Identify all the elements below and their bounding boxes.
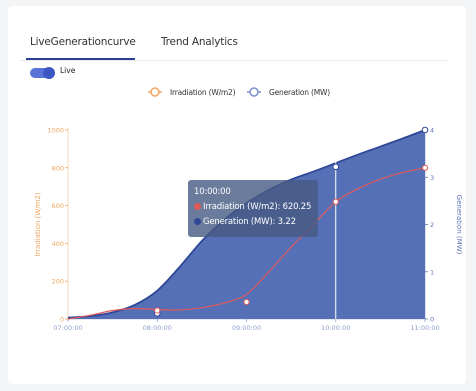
x-axis-tick-label: 08:00:00 xyxy=(143,324,172,332)
tooltip-irradiation-dot xyxy=(194,203,201,210)
tab-trend-analytics[interactable]: Trend Analytics xyxy=(161,36,238,48)
legend-marker-generation-mw xyxy=(249,87,259,97)
tab-bar: LiveGenerationcurve Trend Analytics xyxy=(20,30,448,61)
left-axis-tick-label: 600 xyxy=(52,202,64,210)
chart-tooltip: 10:00:00 Irradiation (W/m2): 620.25 Gene… xyxy=(188,180,318,237)
tooltip-time: 10:00:00 xyxy=(194,187,231,197)
tooltip-generation-dot xyxy=(194,218,201,225)
x-axis-tick-label: 09:00:00 xyxy=(232,324,261,332)
x-axis-tick-label: 11:00:00 xyxy=(410,324,439,332)
generation-marker xyxy=(332,163,340,171)
left-axis-tick-label: 0 xyxy=(60,316,64,324)
left-axis-tick-label: 400 xyxy=(52,240,64,248)
right-axis-tick-label: 2 xyxy=(430,221,434,229)
tooltip-generation-row: Generation (MW): 3.22 xyxy=(194,217,296,227)
irradiation-line xyxy=(67,167,426,320)
right-axis-tick-label: 1 xyxy=(430,268,434,276)
generation-marker xyxy=(421,126,429,134)
x-axis-tick-label: 10:00:00 xyxy=(321,324,350,332)
irradiation-marker xyxy=(332,198,339,205)
left-axis-tick-label: 200 xyxy=(52,278,64,286)
legend-label-irradiation-w-m2: Irradiation (W/m2) xyxy=(170,88,236,97)
tooltip-irradiation-value: Irradiation (W/m2): 620.25 xyxy=(203,202,312,212)
tooltip-irradiation-row: Irradiation (W/m2): 620.25 xyxy=(194,202,311,212)
tab-live-generation-curve[interactable]: LiveGenerationcurve xyxy=(30,36,136,48)
x-axis-tick-label: 07:00:00 xyxy=(53,324,82,332)
irradiation-marker xyxy=(243,298,250,306)
live-toggle-knob xyxy=(43,67,55,79)
live-toggle[interactable] xyxy=(30,67,55,79)
right-axis-tick-label: 0 xyxy=(430,316,434,324)
legend-marker-irradiation-w-m2 xyxy=(150,87,160,97)
left-axis-tick-label: 800 xyxy=(52,164,64,172)
irradiation-marker xyxy=(421,164,429,171)
right-axis-title: Generation (MW) xyxy=(455,195,463,255)
left-axis-tick-label: 1000 xyxy=(47,127,64,135)
legend-label-generation-mw: Generation (MW) xyxy=(269,88,330,97)
right-axis-tick-label: 4 xyxy=(430,127,434,135)
live-toggle-label: Live xyxy=(60,66,76,75)
tooltip-generation-value: Generation (MW): 3.22 xyxy=(203,217,296,227)
right-axis-tick-label: 3 xyxy=(430,174,434,182)
active-tab-indicator xyxy=(26,58,135,60)
irradiation-marker xyxy=(154,307,161,314)
left-axis-title: Irradiation (W/m2) xyxy=(34,192,42,257)
